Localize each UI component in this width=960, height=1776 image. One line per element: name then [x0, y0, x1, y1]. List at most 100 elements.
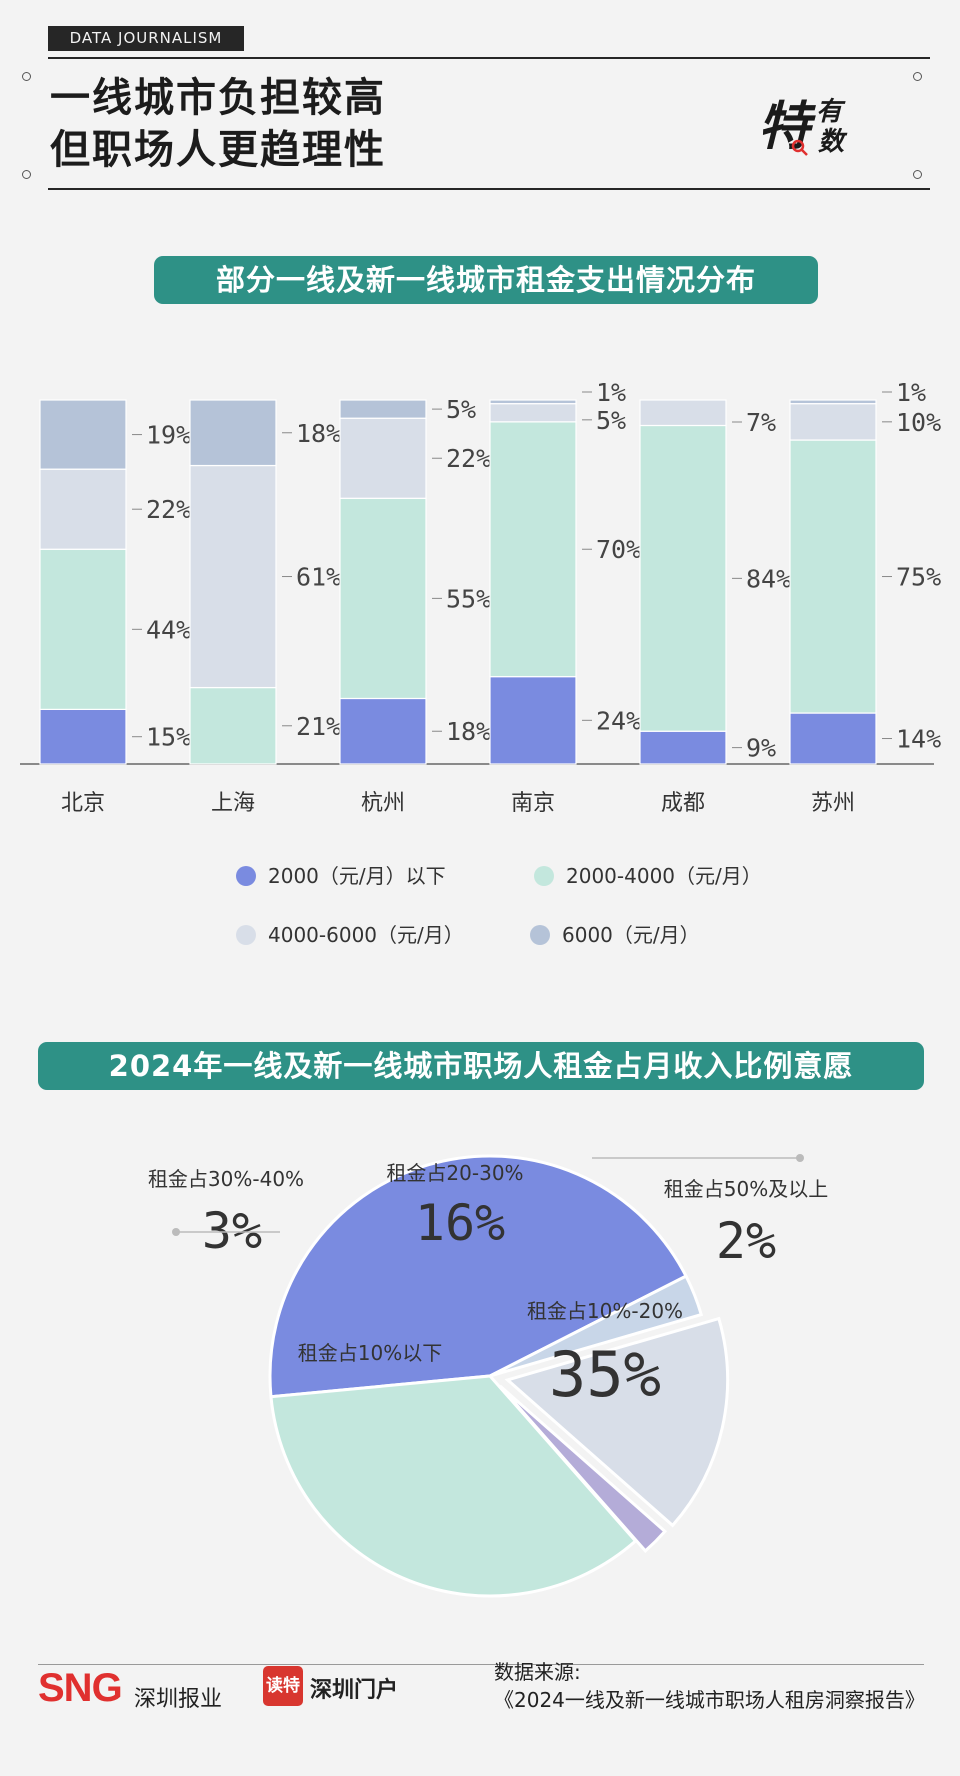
sng-logo: SNG — [38, 1666, 123, 1710]
bar-value-label: 7% — [746, 408, 776, 437]
pie-chart-title: 2024年一线及新一线城市职场人租金占月收入比例意愿 — [38, 1042, 924, 1090]
bar-value-label: 75% — [896, 563, 941, 592]
headline: 一线城市负担较高 但职场人更趋理性 — [50, 72, 386, 176]
magnifier-icon — [791, 139, 805, 153]
bar-value-label: 5% — [596, 406, 626, 435]
category-label: 南京 — [511, 791, 555, 816]
bar-segment — [39, 399, 127, 470]
sng-text: 深圳报业 — [134, 1687, 223, 1712]
bar-value-label: 18% — [446, 717, 491, 746]
source-text: 《2024一线及新一线城市职场人租房洞察报告》 — [494, 1688, 925, 1712]
corner-dot — [913, 72, 922, 81]
pie-slice-value: 2% — [716, 1212, 776, 1270]
legend-swatch-2 — [534, 866, 554, 886]
legend-label-1: 2000（元/月）以下 — [268, 864, 446, 888]
bar-value-label: 22% — [146, 495, 191, 524]
bar-segment — [789, 439, 877, 714]
bar-value-label: 24% — [596, 706, 641, 735]
bar-segment — [339, 399, 427, 419]
category-label: 杭州 — [361, 791, 405, 816]
pie-slice-label: 租金占30%-40% — [148, 1167, 304, 1191]
pie-slice-label: 租金占10%以下 — [298, 1341, 442, 1365]
brand-logo: 特 有 数 — [758, 97, 848, 157]
bar-value-label: 14% — [896, 725, 941, 754]
pie-slice — [268, 1154, 689, 1399]
legend-label-2: 2000-4000（元/月） — [566, 864, 762, 888]
bar-segment — [339, 417, 427, 499]
category-label: 上海 — [211, 791, 255, 816]
bar-segment — [339, 497, 427, 700]
pie-slice-label: 租金占20-30% — [386, 1161, 523, 1185]
bar-segment — [639, 730, 727, 765]
category-label: 苏州 — [811, 791, 855, 816]
logo-small-char-2: 数 — [818, 127, 848, 157]
bar-value-label: 18% — [296, 419, 341, 448]
pie-slice-value: 3% — [202, 1202, 262, 1260]
pie-chart: 租金占10%以下44%租金占30%-40%3%租金占20-30%16%租金占50… — [148, 1154, 828, 1598]
corner-dot — [22, 72, 31, 81]
pie-slice — [269, 1374, 638, 1598]
headline-line-1: 一线城市负担较高 — [50, 75, 386, 121]
category-label: 成都 — [661, 791, 705, 816]
logo-small-char-1: 有 — [816, 97, 846, 127]
pie-slice — [489, 1274, 704, 1378]
bar-segment — [189, 686, 277, 765]
bar-value-label: 84% — [746, 564, 791, 593]
bar-value-label: 55% — [446, 584, 491, 613]
bar-segment — [789, 399, 877, 405]
corner-dot — [22, 170, 31, 179]
bar-segment — [489, 399, 577, 405]
headline-line-2: 但职场人更趋理性 — [50, 127, 386, 173]
category-label: 北京 — [61, 791, 105, 816]
leader-dot — [796, 1154, 804, 1162]
bar-value-label: 61% — [296, 563, 341, 592]
legend-label-4: 6000（元/月） — [562, 923, 700, 947]
dute-logo: 读特 — [263, 1666, 303, 1706]
bar-segment — [639, 424, 727, 732]
header-bottom-rule — [48, 188, 930, 190]
legend-item-4: 6000（元/月） — [530, 919, 700, 948]
bar-segment — [39, 468, 127, 550]
pie-slice-label: 租金占50%及以上 — [664, 1177, 828, 1201]
legend-swatch-3 — [236, 925, 256, 945]
bar-value-label: 1% — [896, 380, 926, 407]
data-journalism-tag: DATA JOURNALISM — [48, 26, 244, 51]
footer-rule — [38, 1664, 924, 1665]
bar-segment — [39, 548, 127, 711]
bar-value-label: 44% — [146, 615, 191, 644]
bar-chart-title: 部分一线及新一线城市租金支出情况分布 — [154, 256, 818, 304]
bar-value-label: 21% — [296, 712, 341, 741]
legend-item-1: 2000（元/月）以下 — [236, 860, 446, 889]
bar-value-label: 70% — [596, 535, 641, 564]
bar-segment — [489, 421, 577, 678]
bar-value-label: 19% — [146, 421, 191, 450]
bar-value-label: 10% — [896, 408, 941, 437]
bar-segment — [189, 399, 277, 467]
pie-slice — [504, 1316, 730, 1528]
bar-segment — [639, 399, 727, 427]
bar-segment — [789, 403, 877, 441]
pie-slice — [498, 1384, 668, 1554]
corner-dot — [913, 170, 922, 179]
bar-segment — [189, 464, 277, 689]
top-rule — [48, 57, 930, 59]
logo-big-char: 特 — [758, 97, 816, 157]
bar-segment — [789, 712, 877, 765]
legend-swatch-4 — [530, 925, 550, 945]
bar-segment — [39, 708, 127, 765]
legend-swatch-1 — [236, 866, 256, 886]
bar-value-label: 9% — [746, 734, 776, 763]
bar-value-label: 5% — [446, 395, 476, 424]
pie-slice-value: 35% — [549, 1338, 661, 1411]
source-label: 数据来源: — [494, 1660, 581, 1684]
legend-item-2: 2000-4000（元/月） — [534, 860, 762, 889]
bar-value-label: 1% — [596, 380, 626, 407]
magnifier-handle — [801, 149, 808, 156]
legend-label-3: 4000-6000（元/月） — [268, 923, 464, 947]
bar-segment — [489, 403, 577, 423]
bar-segment — [339, 697, 427, 765]
bar-segment — [489, 676, 577, 765]
pie-slice-label: 租金占10%-20% — [527, 1299, 683, 1323]
stacked-bar-chart: 15% 44% 22% 19% 北京 21% 61% 18% 上海 18% 55% 22% 5% 杭州 24… — [20, 380, 941, 816]
pie-slice-value: 16% — [415, 1194, 505, 1252]
